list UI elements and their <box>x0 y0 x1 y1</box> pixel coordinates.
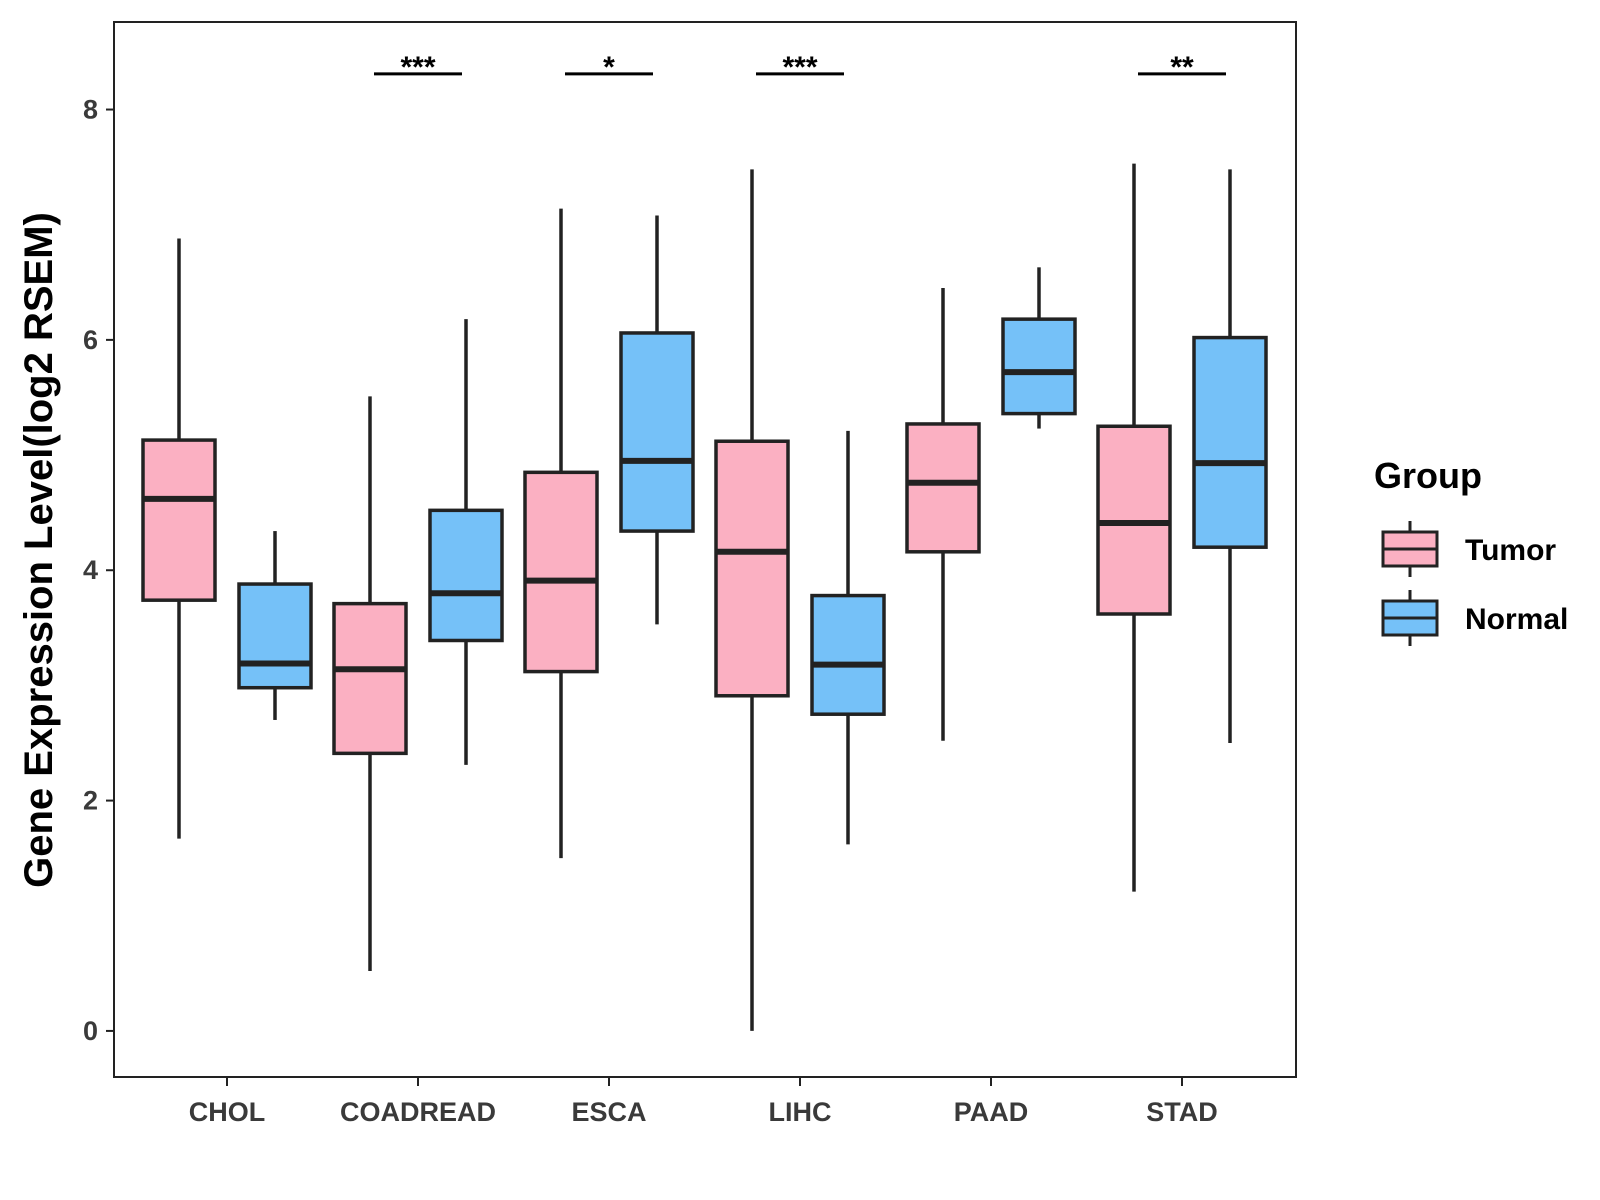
x-axis: CHOL COADREAD ESCA LIHC PAAD STAD <box>189 1077 1218 1127</box>
box-normal-lihc <box>810 430 886 845</box>
box-iqr <box>1001 317 1077 416</box>
box-iqr <box>332 601 408 756</box>
significance-label: *** <box>400 51 435 84</box>
x-tick-label: LIHC <box>769 1097 832 1127</box>
x-tick-label: STAD <box>1146 1097 1218 1127</box>
y-tick-label: 8 <box>83 95 98 125</box>
box-iqr <box>141 438 217 602</box>
box-tumor-chol <box>141 238 217 839</box>
x-tick-label: PAAD <box>954 1097 1029 1127</box>
y-tick-label: 6 <box>83 325 98 355</box>
significance-esca: * <box>565 51 653 84</box>
significance-label: ** <box>1170 51 1194 84</box>
box-tumor-stad <box>1096 163 1172 892</box>
x-tick-label: CHOL <box>189 1097 266 1127</box>
box-iqr <box>1192 335 1268 549</box>
significance-coadread: *** <box>374 51 462 84</box>
legend-title: Group <box>1374 455 1482 496</box>
y-axis-label: Gene Expression Level(log2 RSEM) <box>17 212 61 888</box>
box-normal-coadread <box>428 319 504 765</box>
x-tick-label: COADREAD <box>340 1097 496 1127</box>
box-tumor-paad <box>905 288 981 741</box>
legend-item-tumor: Tumor <box>1381 521 1556 577</box>
box-normal-chol <box>237 531 313 720</box>
box-iqr <box>428 508 504 643</box>
significance-label: * <box>603 51 615 84</box>
legend-item-normal: Normal <box>1381 590 1568 646</box>
significance-lihc: *** <box>756 51 844 84</box>
significance-label: *** <box>782 51 817 84</box>
box-iqr <box>714 439 790 698</box>
legend: Group Tumor Normal <box>1374 455 1568 646</box>
box-iqr <box>619 331 695 533</box>
box-series <box>141 163 1268 1031</box>
box-tumor-lihc <box>714 169 790 1031</box>
significance-markers: *** * *** ** <box>374 51 1226 84</box>
y-tick-label: 0 <box>83 1016 98 1046</box>
box-normal-esca <box>619 215 695 625</box>
box-iqr <box>523 470 599 674</box>
box-normal-paad <box>1001 267 1077 429</box>
legend-label: Tumor <box>1465 534 1556 567</box>
y-tick-label: 4 <box>83 555 98 585</box>
box-iqr <box>905 422 981 554</box>
box-normal-stad <box>1192 169 1268 743</box>
significance-stad: ** <box>1138 51 1226 84</box>
box-iqr <box>237 582 313 690</box>
x-tick-label: ESCA <box>571 1097 646 1127</box>
y-axis: 0 2 4 6 8 <box>83 95 114 1046</box>
box-iqr <box>810 593 886 716</box>
box-tumor-coadread <box>332 396 408 972</box>
y-tick-label: 2 <box>83 786 98 816</box>
box-tumor-esca <box>523 208 599 859</box>
legend-label: Normal <box>1465 603 1568 636</box>
